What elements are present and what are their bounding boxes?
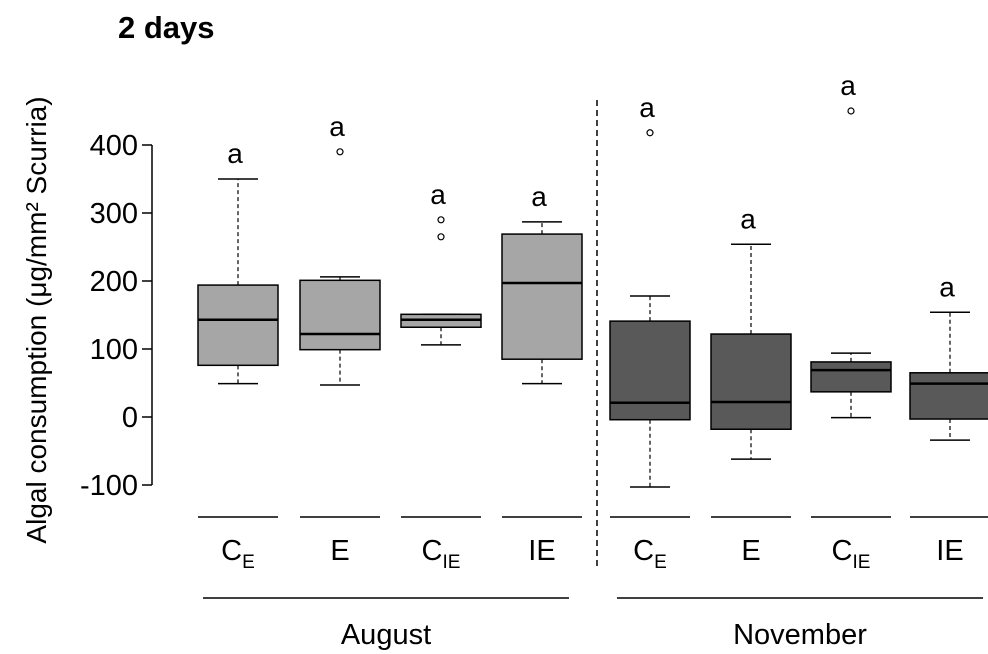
category-label: IE xyxy=(528,535,555,567)
y-tick-label: 400 xyxy=(90,130,138,162)
y-tick-label: 100 xyxy=(90,334,138,366)
group-label: November xyxy=(733,619,867,651)
y-tick-label: -100 xyxy=(80,470,138,502)
significance-letter: a xyxy=(740,203,756,234)
category-subscript: E xyxy=(242,552,255,573)
x-tick-label: IE xyxy=(528,535,555,567)
outlier xyxy=(646,129,654,137)
category-label: IE xyxy=(936,535,963,567)
significance-letter: a xyxy=(430,179,446,210)
x-tick-label: CIE xyxy=(422,535,461,573)
y-tick-label: 200 xyxy=(90,266,138,298)
x-tick-label: CE xyxy=(633,535,667,573)
category-label: C xyxy=(633,535,654,567)
group-label: August xyxy=(341,619,431,651)
category-label: E xyxy=(330,535,349,567)
outlier xyxy=(847,107,855,115)
box xyxy=(299,279,381,351)
outlier xyxy=(336,148,344,156)
box xyxy=(501,233,583,360)
significance-letter: a xyxy=(227,138,243,169)
y-axis-label: Algal consumption (μg/mm² Scurria) xyxy=(21,96,52,543)
box xyxy=(197,284,279,367)
category-subscript: IE xyxy=(443,552,461,573)
box xyxy=(609,320,691,421)
category-label: E xyxy=(741,535,760,567)
category-label: C xyxy=(221,535,242,567)
significance-letter: a xyxy=(329,111,345,142)
category-label: C xyxy=(832,535,853,567)
x-tick-label: E xyxy=(330,535,349,567)
x-tick-label: IE xyxy=(936,535,963,567)
box xyxy=(909,372,988,420)
x-tick-label: CE xyxy=(221,535,255,573)
significance-letter: a xyxy=(840,70,856,101)
chart-title: 2 days xyxy=(118,10,215,45)
category-label: C xyxy=(422,535,443,567)
x-tick-label: CIE xyxy=(832,535,871,573)
significance-letter: a xyxy=(639,92,655,123)
outlier xyxy=(437,233,445,241)
category-subscript: E xyxy=(654,552,667,573)
significance-letter: a xyxy=(939,271,955,302)
box xyxy=(810,361,892,393)
outlier xyxy=(437,216,445,224)
y-tick-label: 300 xyxy=(90,198,138,230)
box xyxy=(710,333,792,430)
y-tick-label: 0 xyxy=(122,402,138,434)
category-subscript: IE xyxy=(853,552,871,573)
significance-letter: a xyxy=(531,181,547,212)
x-tick-label: E xyxy=(741,535,760,567)
